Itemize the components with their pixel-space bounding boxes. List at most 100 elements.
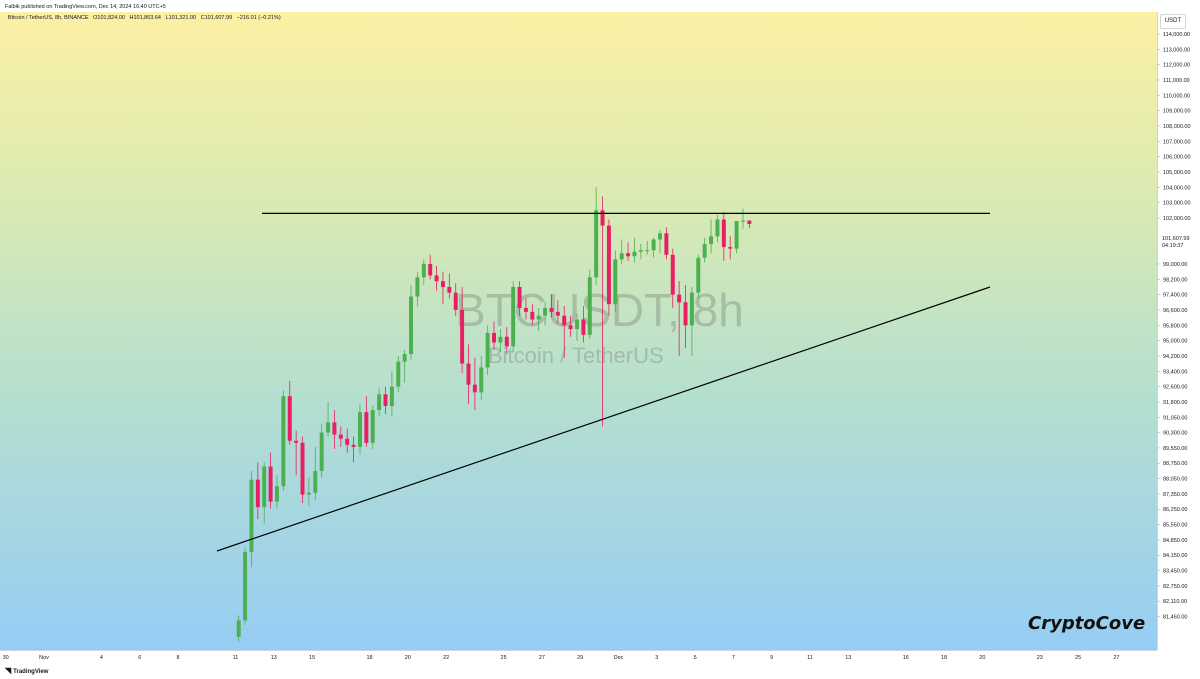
price-tick-label: 99,000.00: [1163, 262, 1187, 268]
price-tick-label: 89,550.00: [1163, 446, 1187, 452]
candle-body: [409, 296, 414, 355]
time-tick-label: 16: [903, 655, 909, 661]
ohlc-change: −216.01 (−0.21%): [236, 15, 281, 21]
candle-body: [319, 432, 324, 471]
price-tick-label: 92,600.00: [1163, 385, 1187, 391]
candle-body: [453, 292, 458, 310]
candle-body: [460, 309, 465, 364]
last-price-label: 101,607.99 04:19:37: [1158, 236, 1200, 252]
time-tick-label: 25: [1075, 655, 1081, 661]
price-tick-label: 105,000.00: [1163, 170, 1191, 176]
time-tick-label: 23: [1037, 655, 1043, 661]
price-tick-label: 91,050.00: [1163, 415, 1187, 421]
candle-body: [498, 336, 503, 343]
time-tick-label: 15: [309, 655, 315, 661]
price-tick-label: 103,000.00: [1163, 201, 1191, 207]
candle-body: [332, 422, 337, 435]
price-tick-label: 108,000.00: [1163, 124, 1191, 130]
candle-body: [549, 308, 554, 312]
time-tick-label: 29: [577, 655, 583, 661]
time-tick-label: Nov: [39, 655, 49, 661]
price-axis[interactable]: [1157, 12, 1200, 650]
price-tick-label: 98,200.00: [1163, 277, 1187, 283]
price-tick-label: 114,000.00: [1163, 32, 1190, 38]
price-tick-label: 112,000.00: [1163, 63, 1190, 69]
candle-body: [466, 363, 471, 385]
candle-body: [696, 257, 701, 293]
ohlc-high: H101,863.64: [129, 15, 161, 21]
candle-body: [364, 412, 369, 443]
time-tick-label: 11: [807, 655, 813, 661]
candle-body: [651, 239, 656, 251]
price-tick-label: 91,800.00: [1163, 400, 1187, 406]
candle-body: [338, 434, 343, 439]
time-tick-label: 20: [979, 655, 985, 661]
candle-body: [721, 219, 726, 248]
candle-body: [357, 412, 362, 447]
currency-button[interactable]: USDT: [1160, 14, 1186, 29]
candle-body: [415, 277, 420, 297]
candle-body: [523, 308, 528, 312]
candle-body: [715, 219, 720, 237]
candle-body: [421, 263, 426, 278]
candle-body: [440, 281, 445, 287]
price-tick-label: 97,400.00: [1163, 293, 1187, 299]
price-tick-label: 83,450.00: [1163, 569, 1187, 575]
publish-info: Falbik published on TradingView.com, Dec…: [5, 4, 166, 10]
candle-body: [702, 244, 707, 258]
price-tick-label: 104,000.00: [1163, 185, 1191, 191]
time-tick-label: 27: [1113, 655, 1119, 661]
candle-body: [504, 336, 509, 347]
candle-body: [351, 444, 356, 447]
candle-body: [300, 442, 305, 495]
price-tick-label: 95,000.00: [1163, 339, 1187, 345]
candle-body: [370, 410, 375, 443]
price-tick-label: 87,350.00: [1163, 492, 1187, 498]
candle-body: [377, 394, 382, 411]
tradingview-logo-icon: ◥: [5, 666, 12, 675]
candle-body: [262, 466, 267, 508]
candle-body: [485, 332, 490, 368]
plot-area[interactable]: [0, 12, 1157, 650]
price-tick-label: 85,550.00: [1163, 523, 1187, 529]
tradingview-footer[interactable]: ◥ TradingView: [5, 666, 48, 675]
candle-body: [626, 253, 631, 257]
time-tick-label: 13: [845, 655, 851, 661]
price-tick-label: 94,200.00: [1163, 354, 1187, 360]
time-tick-label: 18: [941, 655, 947, 661]
symbol-legend: Bitcoin / TetherUS, 8h, BINANCE O101,824…: [8, 15, 284, 21]
time-tick-label: 22: [443, 655, 449, 661]
candle-body: [747, 220, 752, 224]
time-tick-label: 9: [770, 655, 773, 661]
candle-body: [313, 470, 318, 493]
time-tick-label: 3: [655, 655, 658, 661]
candle-body: [664, 233, 669, 255]
symbol-name: Bitcoin / TetherUS, 8h, BINANCE: [8, 15, 89, 21]
footer-label: TradingView: [13, 669, 49, 675]
candle-body: [568, 325, 573, 330]
candle-body: [255, 479, 260, 508]
candle-body: [275, 486, 279, 502]
price-tick-label: 81,460.00: [1163, 615, 1187, 621]
candle-body: [632, 251, 637, 257]
time-tick-label: 7: [732, 655, 735, 661]
last-price-value: 101,607.99: [1162, 236, 1190, 242]
candle-body: [543, 308, 548, 316]
time-axis[interactable]: [0, 650, 1157, 664]
candle-body: [658, 233, 662, 240]
bar-countdown: 04:19:37: [1162, 243, 1184, 249]
candle-body: [555, 311, 560, 316]
price-tick-label: 84,150.00: [1163, 553, 1187, 559]
brand-label: CryptoCove: [1028, 613, 1146, 634]
time-tick-label: 11: [233, 655, 239, 661]
price-tick-label: 90,300.00: [1163, 431, 1187, 437]
candle-body: [734, 221, 739, 249]
candle-body: [562, 315, 567, 326]
candle-body: [530, 311, 535, 320]
ohlc-open: O101,824.00: [93, 15, 125, 21]
candle-body: [294, 440, 299, 443]
candle-body: [268, 466, 273, 502]
time-tick-label: Dec: [614, 655, 624, 661]
